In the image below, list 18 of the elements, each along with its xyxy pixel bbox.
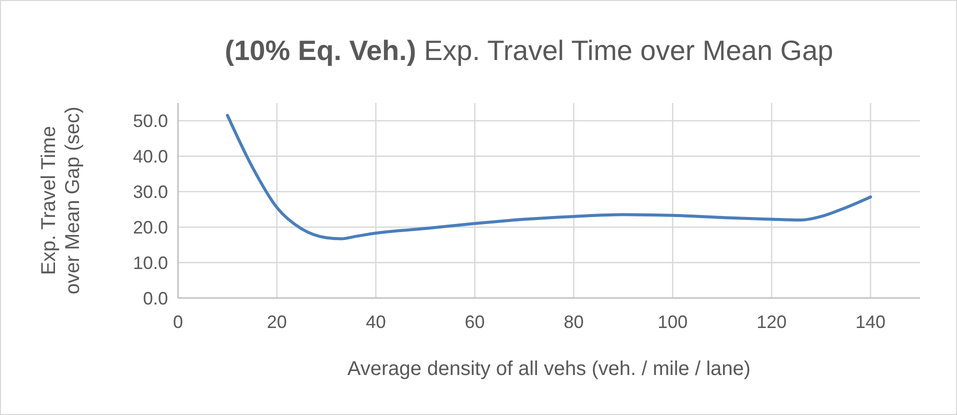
y-tick-label: 50.0 bbox=[132, 111, 168, 132]
x-tick-label: 20 bbox=[266, 312, 287, 332]
x-tick-label: 60 bbox=[464, 312, 485, 332]
chart-title: (10% Eq. Veh.) Exp. Travel Time over Mean Gap bbox=[224, 35, 834, 66]
y-tick-label: 0.0 bbox=[142, 288, 168, 308]
x-tick-label: 80 bbox=[564, 312, 584, 332]
line-series bbox=[226, 114, 872, 240]
x-tick-label: 100 bbox=[658, 312, 688, 332]
y-axis-title: Exp. Travel Time over Mean Gap (sec) bbox=[38, 106, 84, 294]
x-tick-label: 0 bbox=[172, 312, 184, 332]
y-tick-label: 30.0 bbox=[132, 182, 168, 202]
y-tick-label: 40.0 bbox=[132, 146, 168, 166]
y-tick-label: 20.0 bbox=[132, 217, 168, 238]
x-tick-label: 140 bbox=[856, 312, 886, 332]
x-tick-label: 40 bbox=[366, 312, 386, 332]
x-tick-label: 120 bbox=[756, 312, 787, 332]
y-tick-label: 10.0 bbox=[132, 252, 168, 273]
x-axis-title: Average density of all vehs (veh. / mile / lane) bbox=[347, 358, 751, 380]
